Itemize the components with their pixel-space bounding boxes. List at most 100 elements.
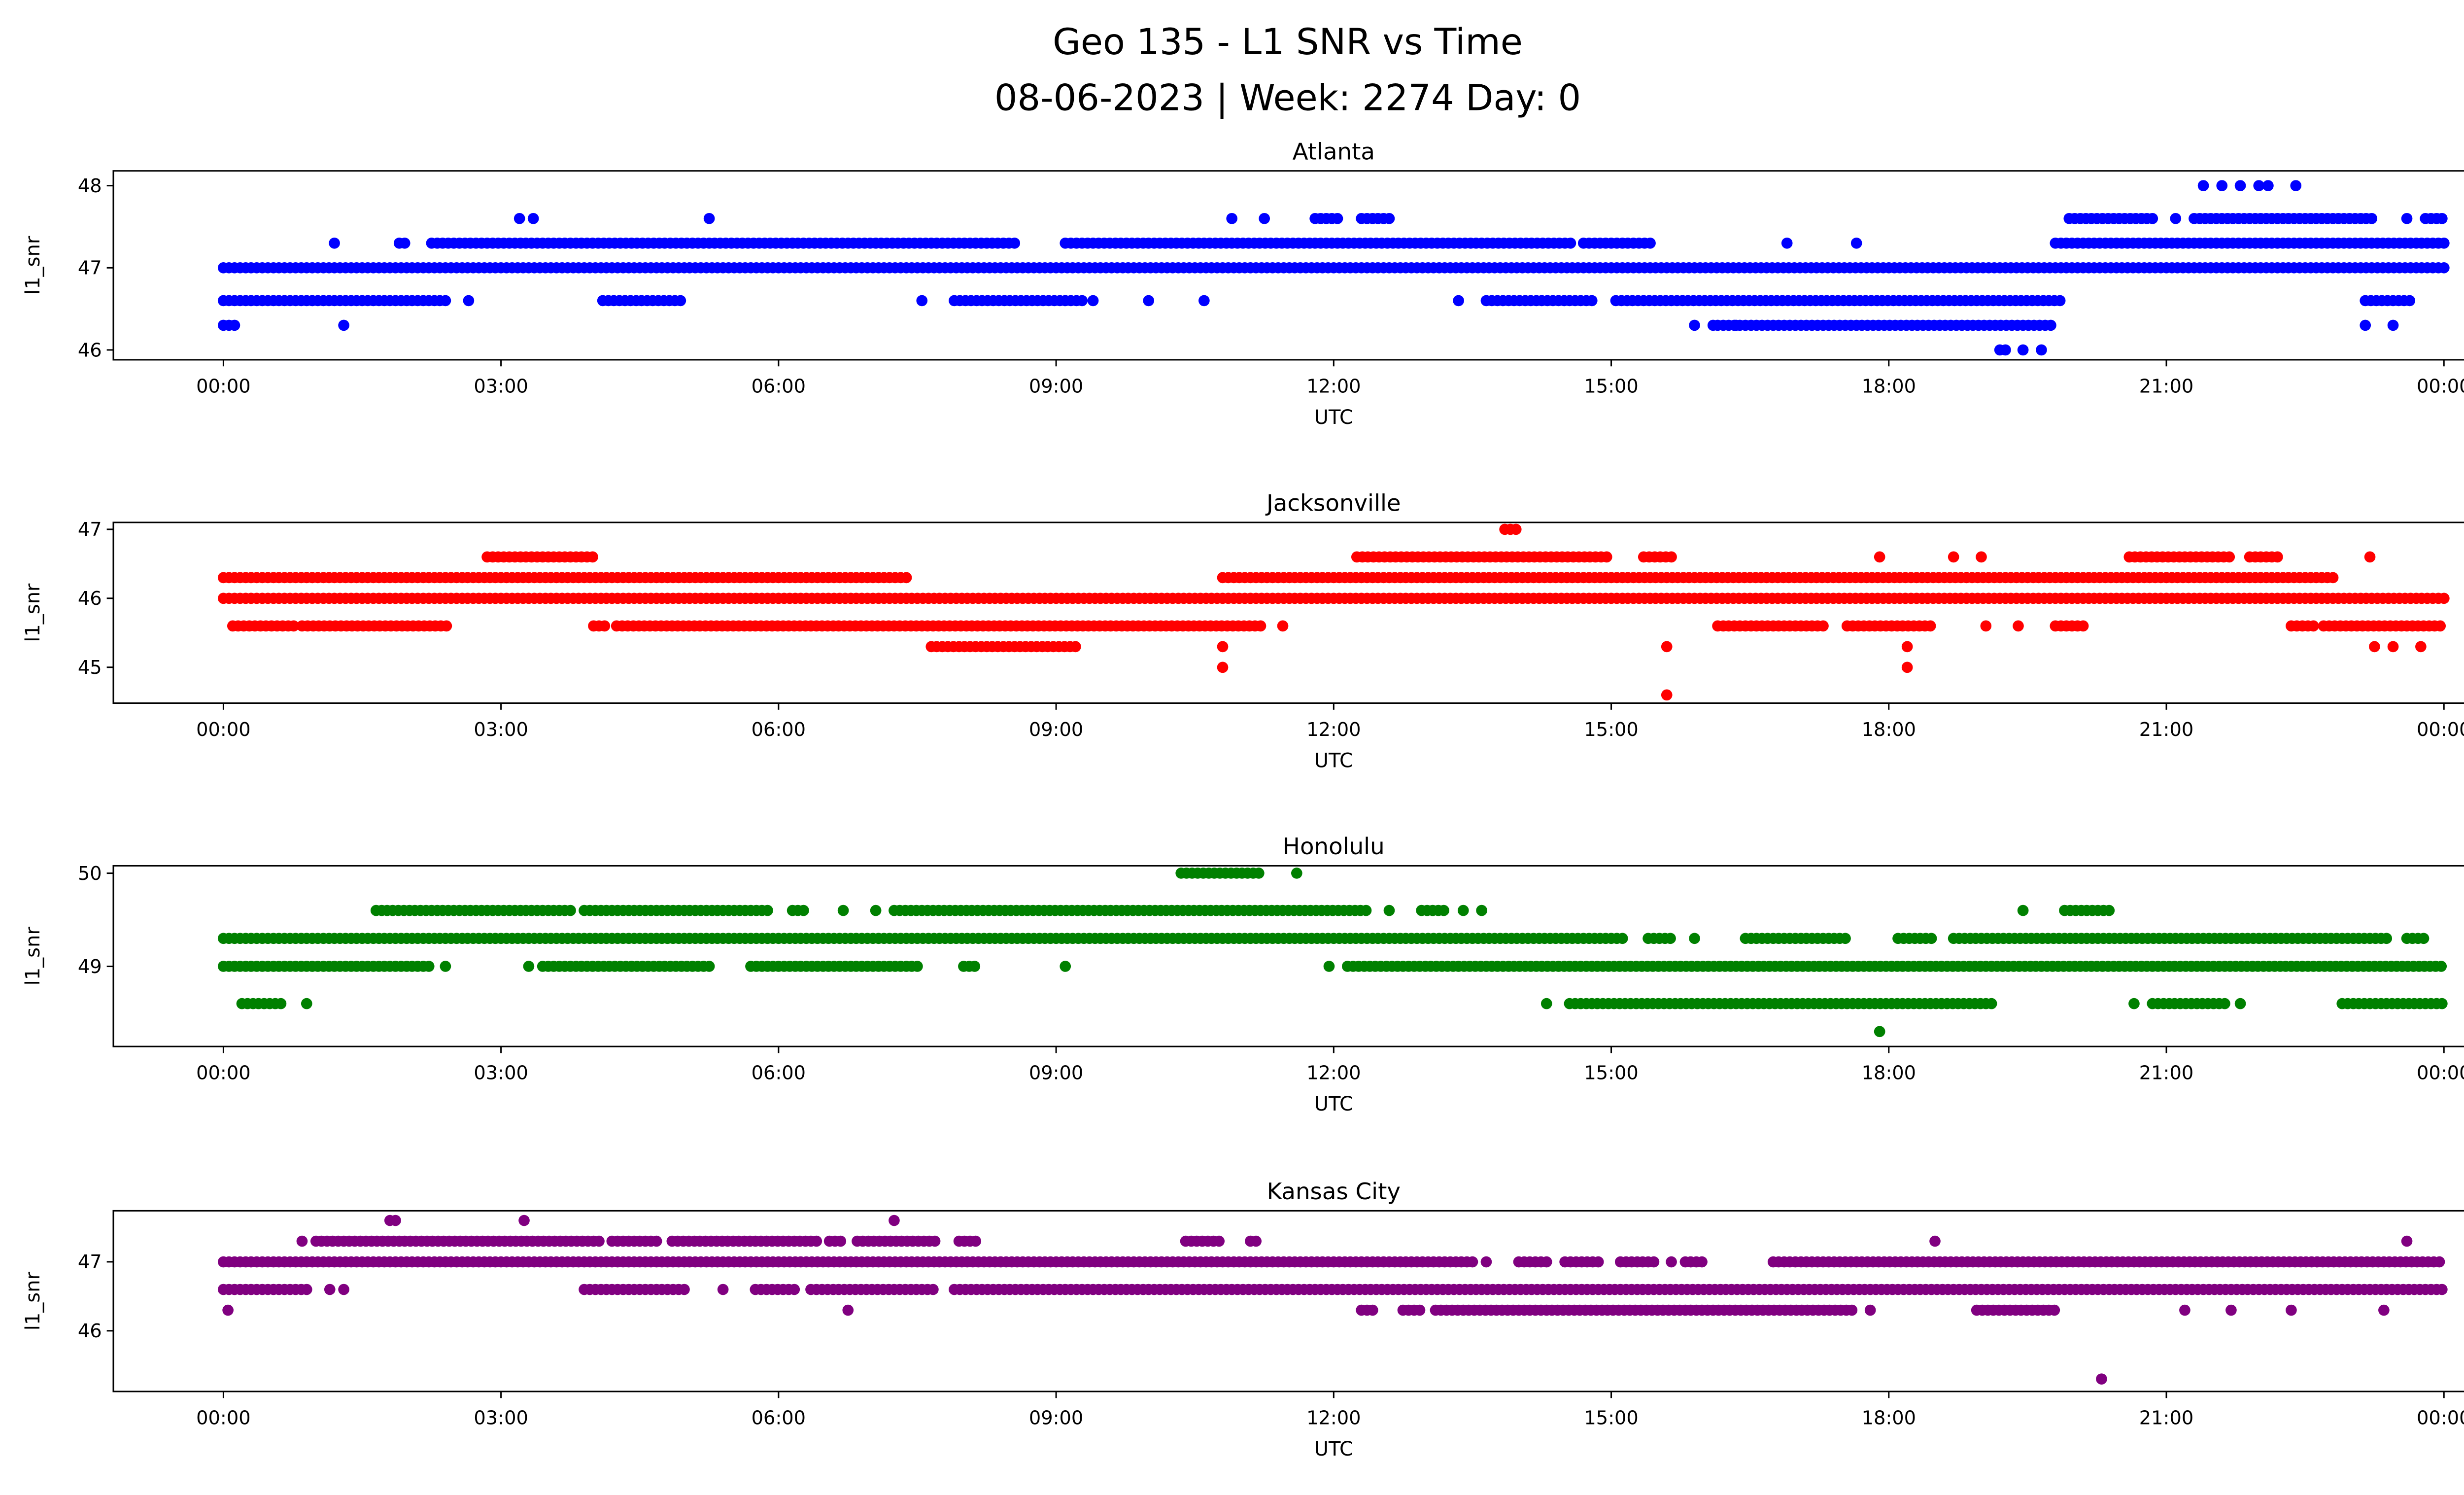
data-point [1666, 1256, 1677, 1268]
data-point [1644, 237, 1656, 249]
data-point [2170, 212, 2182, 224]
data-point [1586, 295, 1598, 307]
data-point [2197, 180, 2209, 191]
data-point [440, 961, 451, 972]
data-point [2290, 180, 2302, 191]
x-tick-label: 03:00 [474, 376, 528, 398]
data-point [1665, 933, 1676, 944]
x-tick-label: 09:00 [1029, 376, 1083, 398]
data-point [423, 961, 435, 972]
x-tick-label: 03:00 [474, 1062, 528, 1084]
data-point [2308, 620, 2319, 632]
x-tick-label: 06:00 [752, 376, 806, 398]
data-point [2216, 180, 2228, 191]
data-point [523, 961, 535, 972]
data-point [2017, 904, 2029, 916]
x-tick-label: 21:00 [2139, 719, 2193, 741]
x-axis-label: UTC [1314, 406, 1353, 429]
data-point [593, 1235, 605, 1247]
y-tick-label: 46 [78, 339, 102, 361]
x-tick-label: 00:00 [2417, 719, 2464, 741]
subplot-title: Jacksonville [1265, 490, 1401, 517]
data-point [1976, 551, 1987, 563]
data-point [1457, 904, 1469, 916]
data-point [2404, 295, 2416, 307]
y-tick-label: 45 [78, 657, 102, 679]
data-point [679, 1284, 690, 1295]
x-tick-label: 18:00 [1862, 1062, 1916, 1084]
subplot-title: Kansas City [1267, 1179, 1401, 1205]
x-tick-label: 12:00 [1306, 376, 1361, 398]
data-point [1213, 1235, 1225, 1247]
data-point [1291, 868, 1302, 879]
data-point [1565, 237, 1576, 249]
data-point [1540, 1256, 1552, 1268]
x-tick-label: 00:00 [196, 719, 250, 741]
scatter-points [217, 868, 2448, 1038]
data-point [2415, 641, 2427, 653]
data-point [927, 1284, 939, 1295]
x-tick-label: 09:00 [1029, 1407, 1083, 1429]
axes-frame [112, 522, 2464, 704]
x-axis-label: UTC [1314, 1438, 1353, 1460]
data-point [1076, 295, 1088, 307]
data-point [912, 961, 923, 972]
data-point [2436, 998, 2448, 1009]
data-point [2179, 1304, 2190, 1316]
data-point [2096, 1373, 2107, 1385]
x-tick-label: 18:00 [1862, 1407, 1916, 1429]
data-point [599, 620, 611, 632]
data-point [229, 319, 240, 331]
data-point [1707, 319, 1719, 331]
data-point [2013, 620, 2024, 632]
data-point [837, 904, 849, 916]
data-point [2234, 998, 2246, 1009]
x-tick-label: 21:00 [2139, 1062, 2193, 1084]
panels: Atlanta 00:00 03:00 06:00 09:00 12:00 15:00 18:… [22, 139, 2464, 1460]
x-tick-label: 00:00 [196, 1407, 250, 1429]
data-point [900, 572, 912, 584]
data-point [222, 1304, 234, 1316]
data-point [1253, 868, 1265, 879]
data-point [1781, 237, 1793, 249]
data-point [1087, 295, 1099, 307]
data-point [2077, 620, 2089, 632]
y-axis-label: l1_snr [22, 236, 44, 295]
data-point [2272, 551, 2283, 563]
x-tick-label: 21:00 [2139, 376, 2193, 398]
data-point [1689, 319, 1700, 331]
data-point [463, 295, 475, 307]
data-point [587, 551, 598, 563]
data-point [275, 998, 287, 1009]
data-point [2364, 551, 2376, 563]
y-tick-label: 46 [78, 588, 102, 610]
figure-title: Geo 135 - L1 SNR vs Time [1053, 21, 1523, 63]
data-point [1846, 1304, 1858, 1316]
data-point [1929, 1235, 1941, 1247]
x-tick-label: 00:00 [2417, 376, 2464, 398]
data-point [929, 1235, 941, 1247]
data-point [675, 295, 686, 307]
data-point [1980, 620, 1992, 632]
data-point [1601, 551, 1612, 563]
data-point [1060, 961, 1071, 972]
data-point [2128, 998, 2140, 1009]
data-point [2225, 1304, 2237, 1316]
scatter-points [217, 180, 2450, 356]
data-point [2369, 641, 2380, 653]
x-tick-label: 15:00 [1584, 1407, 1638, 1429]
subplot-title: Honolulu [1283, 834, 1385, 860]
data-point [1901, 641, 1913, 653]
x-tick-label: 03:00 [474, 719, 528, 741]
y-axis-label: l1_snr [22, 1272, 44, 1331]
x-tick-label: 00:00 [2417, 1407, 2464, 1429]
data-point [2234, 180, 2246, 191]
x-tick-label: 18:00 [1862, 376, 1916, 398]
data-point [2435, 961, 2447, 972]
data-point [1925, 933, 1937, 944]
data-point [296, 1235, 308, 1247]
data-point [301, 998, 312, 1009]
x-tick-label: 00:00 [196, 1062, 250, 1084]
data-point [527, 212, 539, 224]
data-point [1666, 551, 1677, 563]
